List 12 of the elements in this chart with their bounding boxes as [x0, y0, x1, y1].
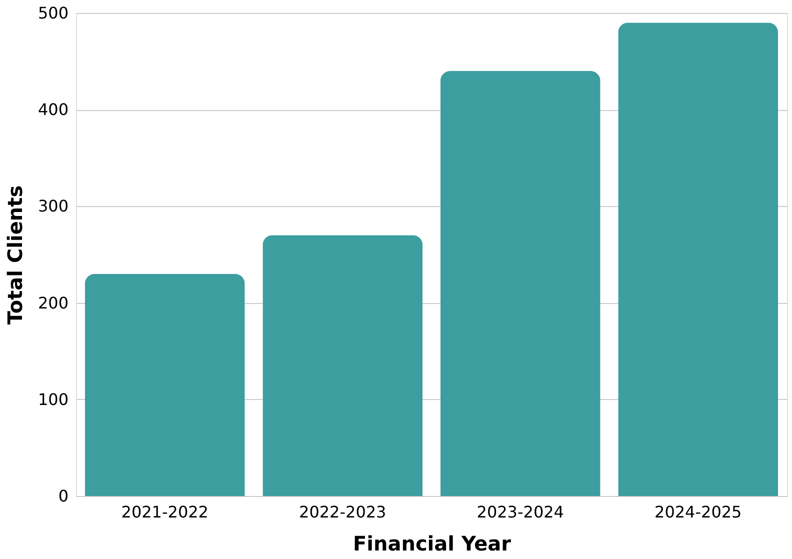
y-tick-label: 500	[38, 4, 68, 22]
y-tick-label: 300	[38, 196, 68, 216]
y-tick-label: 100	[38, 390, 68, 409]
x-axis-title: Financial Year	[352, 532, 512, 556]
x-tick-label: 2022-2023	[299, 502, 386, 522]
y-tick-label: 400	[38, 100, 68, 120]
x-tick-label: 2021-2022	[121, 502, 208, 522]
y-tick-label: 200	[38, 293, 68, 312]
y-axis-title: Total Clients	[2, 185, 27, 325]
x-tick-label: 2023-2024	[476, 502, 564, 522]
y-tick-label: 0	[58, 486, 68, 506]
x-tick-label: 2024-2025	[654, 502, 742, 522]
